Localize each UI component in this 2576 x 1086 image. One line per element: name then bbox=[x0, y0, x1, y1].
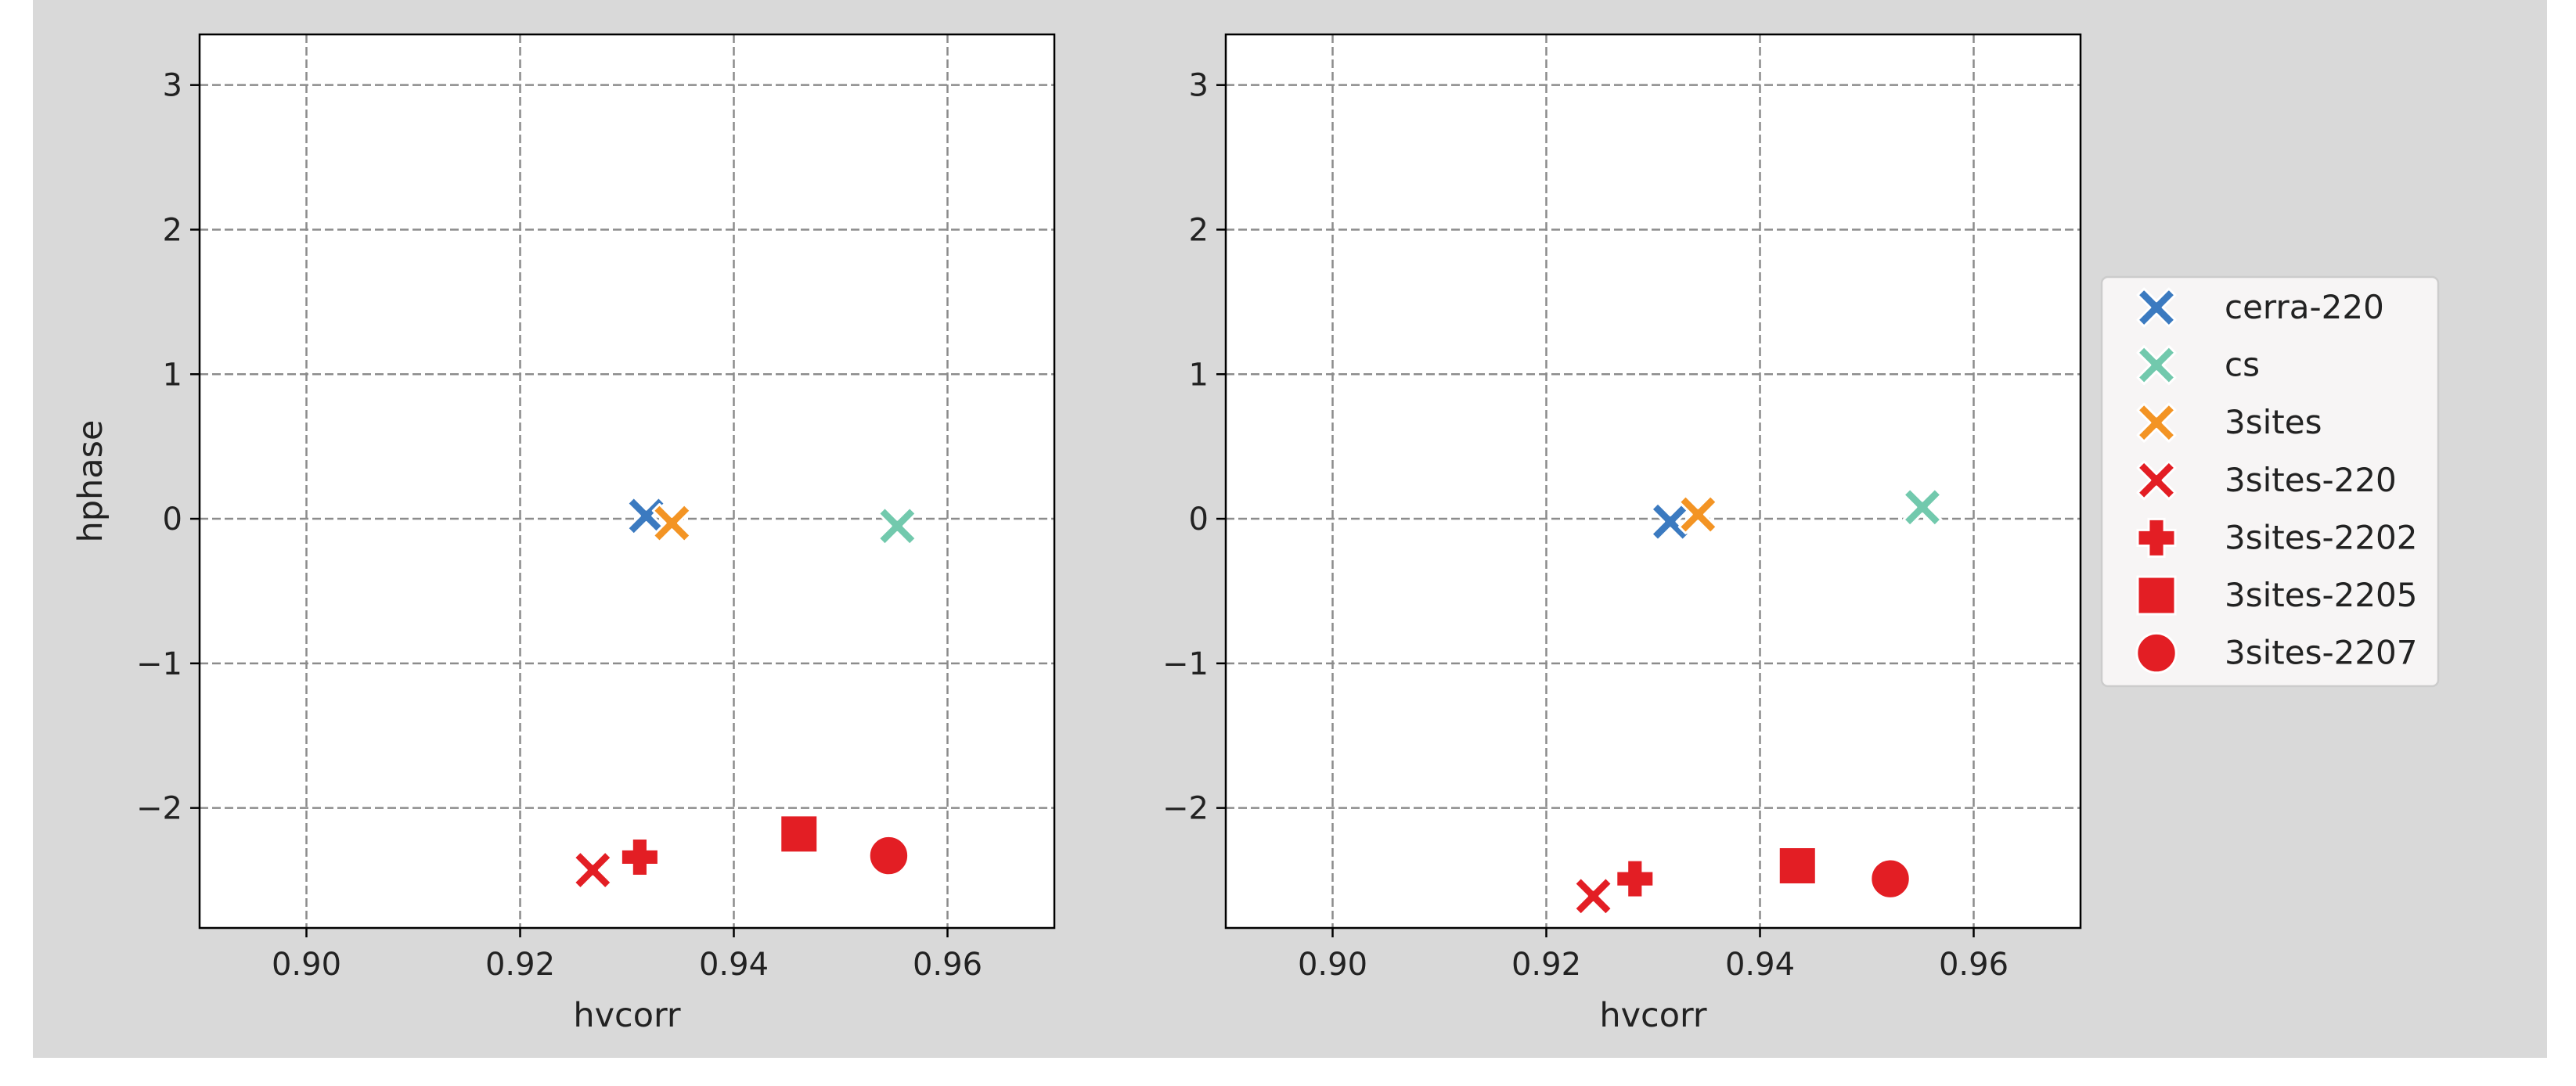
y-tick-label: 3 bbox=[1189, 68, 1209, 104]
legend-entry-3sites-2207: 3sites-2207 bbox=[2135, 631, 2418, 674]
x-tick-label: 0.94 bbox=[1725, 947, 1795, 983]
legend-entry-3sites-220: 3sites-220 bbox=[2136, 460, 2397, 501]
x-axis-label: hvcorr bbox=[1599, 996, 1707, 1035]
y-tick-label: −1 bbox=[136, 646, 182, 682]
legend-label: 3sites-2207 bbox=[2225, 634, 2418, 672]
y-tick-label: 1 bbox=[1189, 357, 1209, 393]
legend-entry-3sites-2205: 3sites-2205 bbox=[2136, 575, 2418, 616]
y-tick-label: 0 bbox=[1189, 502, 1209, 538]
y-axis-label: hphase bbox=[71, 419, 110, 542]
x-tick-label: 0.90 bbox=[1298, 947, 1367, 983]
point-3sites-2205 bbox=[1777, 846, 1818, 886]
point-3sites bbox=[651, 503, 692, 544]
x-tick-label: 0.92 bbox=[1511, 947, 1581, 983]
x-tick-label: 0.94 bbox=[699, 947, 769, 983]
y-tick-label: 2 bbox=[163, 212, 182, 248]
legend-label: 3sites-220 bbox=[2225, 461, 2397, 499]
legend-entry-3sites: 3sites bbox=[2136, 402, 2322, 443]
plot-area bbox=[1226, 34, 2081, 928]
point-3sites-2202 bbox=[1615, 858, 1655, 899]
point-cs bbox=[1902, 487, 1943, 527]
legend-label: cerra-220 bbox=[2225, 288, 2384, 326]
point-3sites-2207 bbox=[867, 834, 910, 877]
axes-frame bbox=[198, 33, 1056, 930]
point-3sites-2205 bbox=[779, 814, 820, 854]
legend-marker-cs bbox=[2136, 345, 2177, 386]
y-tick-label: −2 bbox=[136, 791, 182, 827]
legend-marker-3sites-2205 bbox=[2136, 575, 2177, 616]
y-tick-label: −1 bbox=[1162, 646, 1209, 682]
legend: cerra-220 cs 3sites 3sites-220 3sites-2202 3s… bbox=[2100, 275, 2440, 688]
axes-frame bbox=[1224, 33, 2082, 930]
legend-marker-3sites-220 bbox=[2136, 460, 2177, 501]
x-tick-label: 0.96 bbox=[1939, 947, 2009, 983]
legend-marker-3sites-2202 bbox=[2136, 517, 2177, 558]
legend-box bbox=[2100, 275, 2440, 688]
y-tick-label: 0 bbox=[163, 502, 182, 538]
point-3sites-220 bbox=[572, 850, 613, 890]
legend-label: 3sites-2205 bbox=[2225, 576, 2418, 614]
point-3sites bbox=[1677, 494, 1718, 535]
legend-marker-3sites-2207 bbox=[2135, 631, 2178, 674]
plot-panel-2: 0.90 0.92 0.94 0.96 −2 −1 0 1 2 3 hvcorr bbox=[1162, 33, 2082, 1035]
legend-marker-cerra-220 bbox=[2136, 287, 2177, 328]
y-tick-label: 3 bbox=[163, 68, 182, 104]
plot-panels: 0.90 0.92 0.94 0.96−2−10123hvcorrhphase0.90… bbox=[71, 33, 2082, 1035]
point-3sites-2207 bbox=[1869, 858, 1911, 900]
x-axis-label: hvcorr bbox=[573, 996, 681, 1035]
point-cs bbox=[877, 505, 917, 546]
legend-entry-3sites-2202: 3sites-2202 bbox=[2136, 517, 2418, 558]
y-tick-label: −2 bbox=[1162, 791, 1209, 827]
x-tick-label: 0.90 bbox=[272, 947, 341, 983]
y-tick-label: 1 bbox=[163, 357, 182, 393]
plot-area bbox=[200, 34, 1054, 928]
legend-entry-cs: cs bbox=[2136, 345, 2260, 386]
x-tick-label: 0.96 bbox=[913, 947, 982, 983]
legend-label: 3sites bbox=[2225, 403, 2322, 441]
point-3sites-2202 bbox=[619, 836, 660, 877]
point-3sites-220 bbox=[1573, 876, 1614, 916]
legend-label: 3sites-2202 bbox=[2225, 518, 2418, 556]
plot-panel-1: 0.90 0.92 0.94 0.96 −2 −1 0 1 2 3 hvcorr hphase bbox=[71, 33, 1056, 1035]
legend-entry-cerra-220: cerra-220 bbox=[2136, 287, 2384, 328]
y-tick-label: 2 bbox=[1189, 212, 1209, 248]
legend-marker-3sites bbox=[2136, 402, 2177, 443]
x-tick-label: 0.92 bbox=[485, 947, 555, 983]
legend-label: cs bbox=[2225, 346, 2260, 384]
point-cerra-220 bbox=[1650, 502, 1691, 542]
